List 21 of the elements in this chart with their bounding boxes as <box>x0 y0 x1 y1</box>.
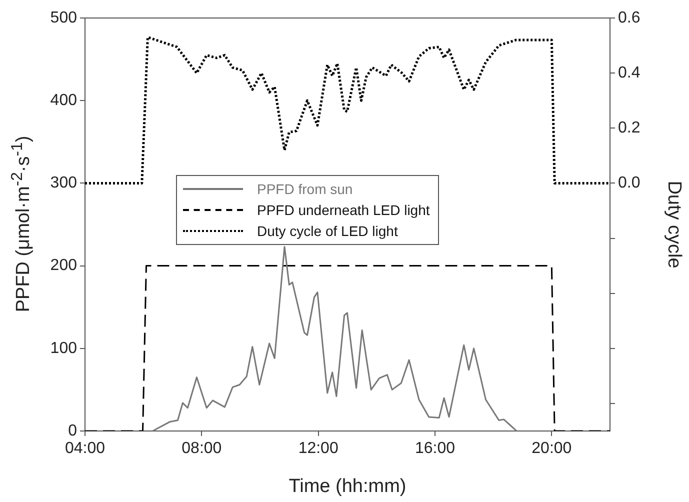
x-tick-label: 20:00 <box>532 440 572 458</box>
y-tick-label: 0 <box>68 422 78 440</box>
y-tick-label: 500 <box>50 9 78 26</box>
y2-tick-label: 0.0 <box>618 174 640 192</box>
x-tick-label: 04:00 <box>64 440 106 458</box>
legend-label: PPFD underneath LED light <box>257 202 430 218</box>
y-tick-label: 300 <box>50 174 78 192</box>
line-series <box>85 36 610 184</box>
legend-label: Duty cycle of LED light <box>257 222 398 238</box>
y-tick-label: 400 <box>50 92 78 110</box>
x-tick-label: 08:00 <box>182 440 222 458</box>
y2-tick-label: 0.6 <box>618 9 640 26</box>
x-tick-label: 12:00 <box>298 440 338 458</box>
y2-tick-label: 0.2 <box>618 120 640 137</box>
x-axis-title: Time (hh:mm) <box>288 476 406 497</box>
y2-axis-title: Duty cycle <box>663 180 684 268</box>
x-tick-label: 16:00 <box>414 440 456 458</box>
y2-tick-label: 0.4 <box>618 64 640 82</box>
y-tick-label: 200 <box>50 257 78 274</box>
y-tick-label: 100 <box>50 340 78 357</box>
legend-label: PPFD from sun <box>257 180 353 196</box>
